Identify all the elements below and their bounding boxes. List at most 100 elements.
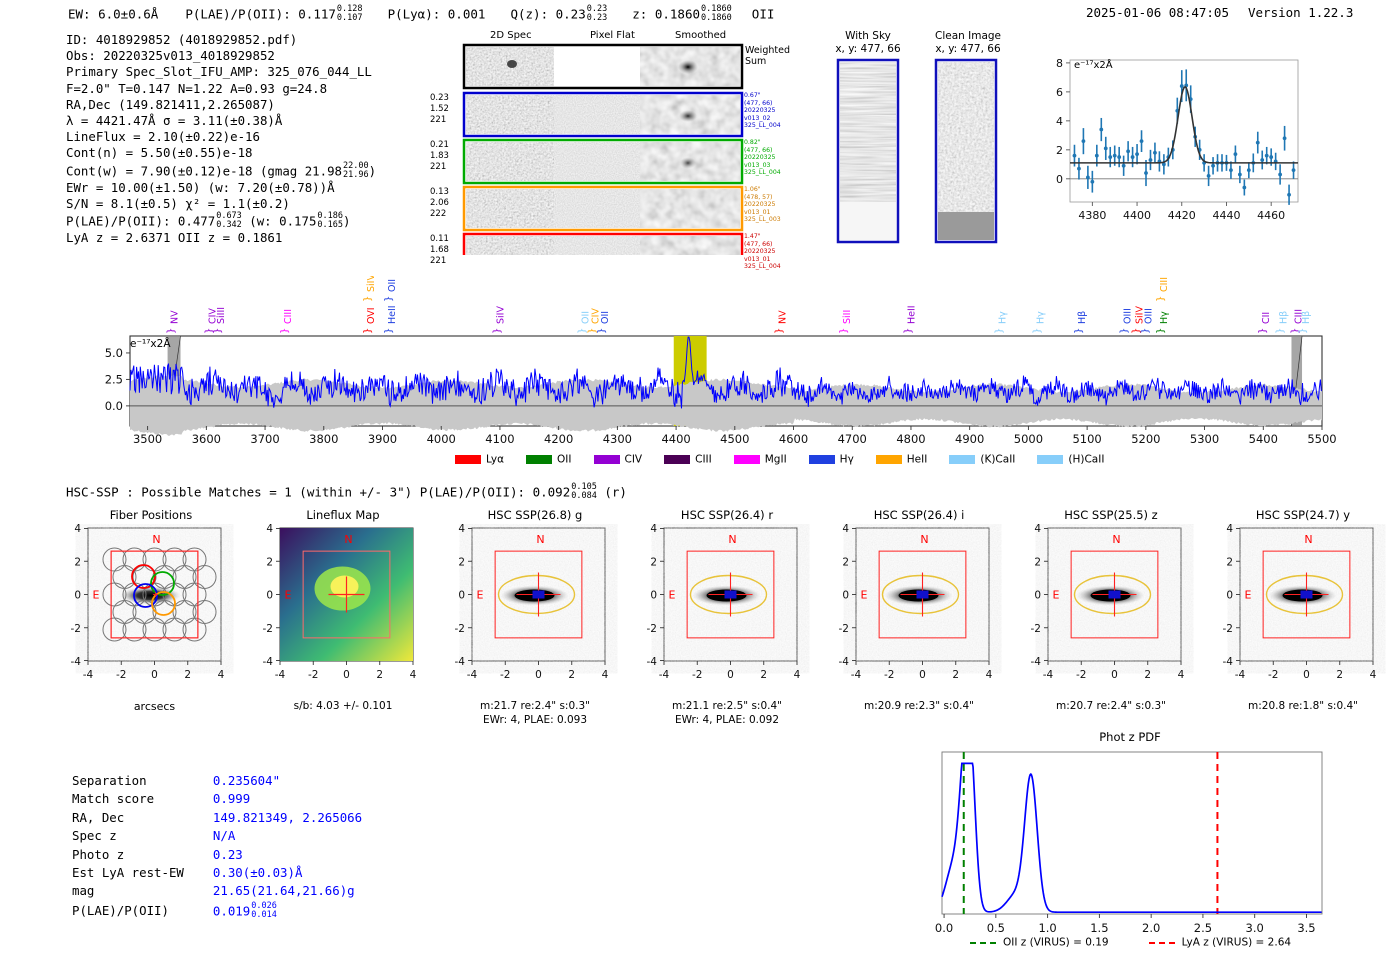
svg-text:0: 0 [1111, 669, 1118, 681]
emission-line-zoom-plot: 0 2 4 6 8 4380 4400 4420 4440 4460 e⁻¹⁷x2Å [1032, 52, 1302, 242]
svg-text:-2: -2 [647, 623, 657, 635]
svg-text:3600: 3600 [192, 432, 221, 446]
svg-text:3.5: 3.5 [1297, 921, 1315, 935]
info-plae-pre: P(LAE)/P(OII): 0.477 [66, 213, 216, 229]
svg-text:+: + [152, 590, 158, 601]
legend-swatch [733, 455, 760, 464]
svg-text:E: E [93, 589, 100, 602]
info-cont-w-lo: 21.96 [343, 169, 369, 180]
svg-text:4: 4 [74, 524, 81, 535]
svg-text:-2: -2 [116, 669, 126, 681]
svg-text:}: } [596, 328, 607, 334]
svg-text:Hβ: Hβ [1279, 311, 1290, 324]
svg-text:}: } [363, 328, 374, 334]
info-plae-w-lo: 0.165 [317, 220, 343, 231]
row2-left1: 2.06 [430, 198, 449, 208]
spec2d-col-title-0: 2D Spec [490, 30, 532, 41]
cutout-panel-row: Fiber Positions + N E 4 2 0 -2 -4 -4 -2 0 2 4 arcsecs L… [30, 508, 1380, 726]
hsc-ssp-header: HSC-SSP : Possible Matches = 1 (within +… [66, 483, 627, 501]
svg-text:N: N [728, 533, 736, 546]
row1-left1: 1.83 [430, 151, 449, 161]
svg-text:CIV: CIV [208, 308, 219, 324]
svg-text:}: } [166, 328, 177, 334]
legend-label: Hγ [839, 453, 854, 466]
svg-text:-4: -4 [1031, 656, 1042, 668]
info-lineflux: LineFlux = 2.10(±0.22)e-16 [66, 129, 260, 145]
legend-swatch [664, 455, 691, 464]
header-plae-hi: 0.128 [336, 4, 363, 14]
svg-text:OII: OII [581, 311, 592, 324]
spectrum-line-mark: } SiIV [492, 306, 507, 334]
header-plae-label: P(LAE)/P(OII): [185, 6, 291, 22]
svg-text:4: 4 [1178, 669, 1185, 681]
svg-text:}: } [774, 328, 785, 334]
legend-label: (K)CaII [980, 453, 1016, 466]
svg-text:-4: -4 [851, 669, 862, 681]
svg-text:4400: 4400 [1123, 209, 1151, 222]
svg-text:4380: 4380 [1078, 209, 1106, 222]
svg-text:-2: -2 [1076, 669, 1086, 681]
svg-text:-4: -4 [455, 656, 466, 668]
cutout-caption-1: m:21.1 re:2.5" s:0.4" [672, 700, 782, 712]
svg-text:0.0: 0.0 [105, 399, 123, 413]
svg-text:2: 2 [266, 556, 273, 568]
svg-text:2: 2 [650, 556, 657, 568]
svg-text:}: } [279, 328, 290, 334]
svg-text:4: 4 [1226, 524, 1233, 535]
info-plae-post: ) [343, 213, 351, 229]
row3-left2: 221 [430, 256, 447, 266]
svg-text:-2: -2 [1223, 623, 1233, 635]
svg-text:0: 0 [1303, 669, 1310, 681]
spectrum-line-mark: } Hβ [1298, 311, 1313, 334]
svg-text:5200: 5200 [1131, 432, 1160, 446]
svg-text:Hγ: Hγ [1036, 311, 1047, 324]
svg-text:-2: -2 [692, 669, 702, 681]
svg-text:-4: -4 [1223, 656, 1234, 668]
svg-text:CIII: CIII [1293, 309, 1304, 324]
svg-text:-4: -4 [71, 656, 82, 668]
legend-entry: CIII [664, 449, 712, 468]
svg-text:0: 0 [151, 669, 158, 681]
svg-text:N: N [152, 533, 160, 546]
svg-text:}: } [1032, 328, 1043, 334]
match-value: 0.23 [212, 846, 243, 862]
spectrum-line-mark: } HeII [903, 305, 918, 334]
svg-text:}: } [577, 328, 588, 334]
legend-label: HeII [906, 453, 928, 466]
legend-label: MgII [764, 453, 787, 466]
svg-text:E: E [477, 589, 484, 602]
info-lambda: λ = 4421.47Å σ = 3.11(±0.38)Å [66, 113, 283, 129]
spectrum-line-mark: } Hγ [1032, 311, 1047, 334]
spec2d-left-labels-0: 0.23 1.52 221 [430, 93, 449, 126]
sky-cutouts-section: With Sky x, y: 477, 66 Clean Image x, y:… [828, 30, 1018, 245]
header-datetime: 2025-01-06 08:47:05 [1086, 5, 1229, 20]
svg-text:0.0: 0.0 [935, 921, 953, 935]
svg-text:-4: -4 [83, 669, 94, 681]
svg-text:2: 2 [376, 669, 383, 681]
svg-text:0: 0 [727, 669, 734, 681]
info-cont-w-pre: Cont(w) = 7.90(±0.12)e-18 (gmag 21.98 [66, 163, 343, 179]
svg-text:2.5: 2.5 [105, 372, 123, 386]
svg-text:1.0: 1.0 [1038, 921, 1056, 935]
svg-text:HeII: HeII [387, 305, 398, 324]
svg-text:2: 2 [184, 669, 191, 681]
pdf-legend-label: OII z (VIRUS) = 0.19 [1003, 936, 1109, 949]
cutout-panel: HSC SSP(25.5) z N E 4 2 0 -2 -4 -4 -2 0 2 4 m:20.7 re… [1018, 508, 1204, 723]
svg-text:4900: 4900 [955, 432, 984, 446]
svg-text:2: 2 [760, 669, 767, 681]
svg-text:}: } [1258, 328, 1269, 334]
svg-text:CIII: CIII [283, 309, 294, 324]
clean-image-panel [934, 58, 998, 244]
spectrum-line-mark: } CIII [1155, 277, 1170, 302]
svg-text:-4: -4 [839, 656, 850, 668]
spectrum-line-mark: } SiIV [363, 276, 378, 302]
spectrum-line-mark: } OII [577, 311, 592, 334]
info-plae: P(LAE)/P(OII): 0.477 0.673 0.342 (w: 0.175… [66, 212, 376, 230]
spectrum-line-mark: } CII [1258, 312, 1273, 334]
svg-text:-2: -2 [1268, 669, 1278, 681]
svg-text:HeII: HeII [906, 305, 917, 324]
svg-text:E: E [285, 589, 292, 602]
row3-right2: 20220325 [744, 248, 776, 256]
svg-text:-2: -2 [839, 623, 849, 635]
phot-z-pdf-title: Phot z PDF [1099, 730, 1161, 744]
